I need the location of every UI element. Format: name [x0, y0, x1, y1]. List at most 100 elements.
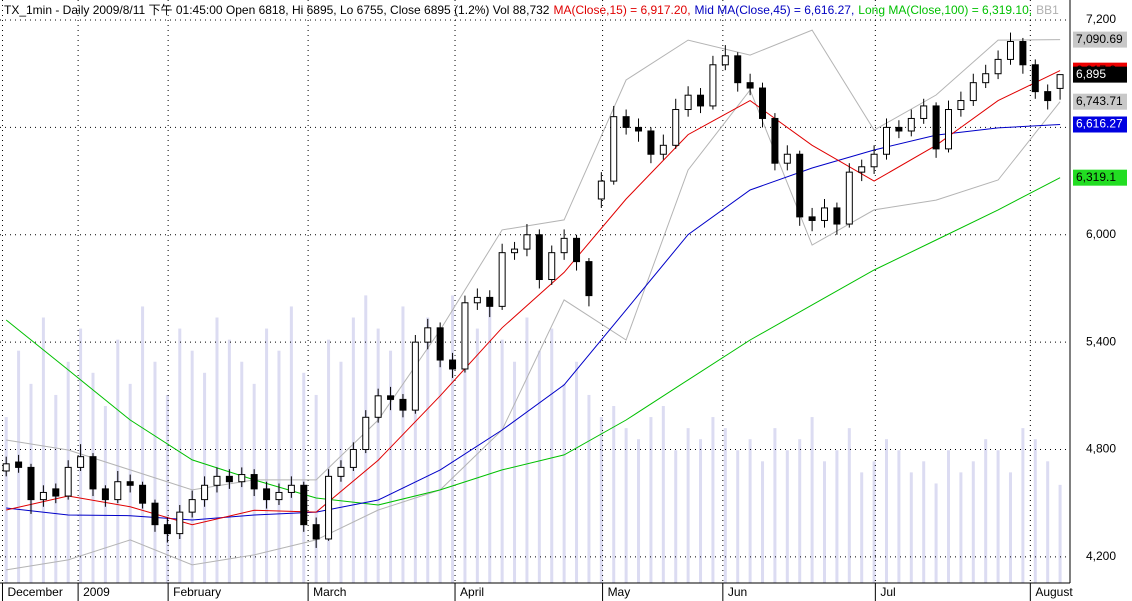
volume-bar — [277, 350, 281, 583]
volume-bar — [314, 394, 318, 583]
volume-bar — [711, 417, 715, 583]
candle-body — [2, 463, 10, 472]
y-tick-label: 5,400 — [1086, 334, 1116, 348]
volume-bar — [909, 472, 913, 583]
candle-body — [213, 475, 221, 486]
candle-body — [436, 327, 444, 361]
volume-bar — [984, 439, 988, 583]
x-tick-label: Jun — [728, 585, 747, 599]
candle-body — [597, 180, 605, 200]
volume-bar — [178, 328, 182, 583]
header-text: BB1 — [1036, 3, 1059, 17]
volume-bar — [451, 295, 455, 583]
candle-body — [821, 207, 829, 221]
volume-bar — [823, 461, 827, 583]
volume-bar — [500, 339, 504, 583]
candle-body — [52, 488, 60, 497]
indicator-line — [5, 177, 1061, 506]
candle-body — [337, 466, 345, 477]
volume-bar — [1033, 439, 1037, 583]
candle-body — [858, 166, 866, 173]
volume-bar — [376, 328, 380, 583]
candle-body — [697, 94, 705, 107]
y-tick-label: 4,800 — [1086, 442, 1116, 456]
candle-body — [845, 171, 853, 225]
x-tick-label: May — [608, 585, 631, 599]
candle-body — [647, 130, 655, 155]
candle-body — [883, 126, 891, 155]
value-tag: 6,743.71 — [1076, 94, 1123, 108]
candle-body — [188, 499, 196, 513]
candle-body — [957, 100, 965, 111]
volume-bar — [116, 339, 120, 583]
volume-bar — [227, 339, 231, 583]
candle-body — [1044, 91, 1052, 102]
candle-body — [672, 109, 680, 146]
volume-bar — [302, 372, 306, 583]
candle-body — [1031, 64, 1039, 93]
candle-body — [659, 144, 667, 155]
value-tag-bg — [1073, 169, 1127, 186]
volume-bar — [488, 306, 492, 583]
volume-bar — [699, 439, 703, 583]
volume-bar — [959, 472, 963, 583]
volume-bar — [525, 317, 529, 583]
volume-bar — [723, 428, 727, 583]
volume-bar — [141, 306, 145, 583]
volume-bar — [885, 439, 889, 583]
volume-bar — [946, 450, 950, 583]
candle-body — [1006, 41, 1014, 60]
volume-bar — [897, 450, 901, 583]
volume-bar — [761, 461, 765, 583]
header-text: MA(Close,15) = 6,917.20, — [553, 3, 691, 17]
volume-bar — [587, 394, 591, 583]
volume-bar — [165, 394, 169, 583]
candle-body — [176, 511, 184, 535]
candle-body — [287, 484, 295, 493]
volume-bar — [401, 306, 405, 583]
candle-body — [101, 488, 109, 501]
candle-body — [511, 248, 519, 254]
candle-body — [721, 55, 729, 66]
candle-body — [907, 117, 915, 132]
volume-bar — [153, 361, 157, 583]
volume-bar — [537, 350, 541, 583]
candle-body — [151, 502, 159, 526]
volume-bar — [289, 306, 293, 583]
candle-body — [411, 341, 419, 411]
volume-bar — [1008, 472, 1012, 583]
volume-bar — [860, 472, 864, 583]
x-tick-label: April — [460, 585, 484, 599]
candle-body — [498, 252, 506, 307]
candle-body — [548, 252, 556, 281]
volume-bar — [413, 361, 417, 583]
volume-bar — [674, 450, 678, 583]
candle-body — [709, 64, 717, 107]
candle-body — [635, 126, 643, 132]
indicator-line — [6, 124, 1061, 521]
candle-body — [535, 234, 543, 281]
volume-bar — [810, 417, 814, 583]
candle-body — [622, 116, 630, 128]
candle-body — [39, 491, 47, 501]
volume-bar — [1021, 428, 1025, 583]
volume-bar — [934, 483, 938, 583]
value-tag-bg — [1073, 66, 1127, 83]
header-text: Mid MA(Close,45) = 6,616.27, — [694, 3, 855, 17]
candle-body — [424, 327, 432, 343]
volume-bar — [835, 450, 839, 583]
candle-body — [585, 261, 593, 297]
candle-body — [275, 491, 283, 501]
volume-bar — [475, 328, 479, 583]
volume-bar — [190, 350, 194, 583]
candle-body — [783, 153, 791, 164]
candle-body — [895, 126, 903, 132]
indicator-line — [6, 89, 1061, 571]
candle-body — [1019, 41, 1027, 66]
volume-bar — [426, 317, 430, 583]
volume-bar — [798, 439, 802, 583]
candle-body — [734, 55, 742, 84]
candle-body — [64, 466, 72, 497]
candle-body — [684, 94, 692, 111]
